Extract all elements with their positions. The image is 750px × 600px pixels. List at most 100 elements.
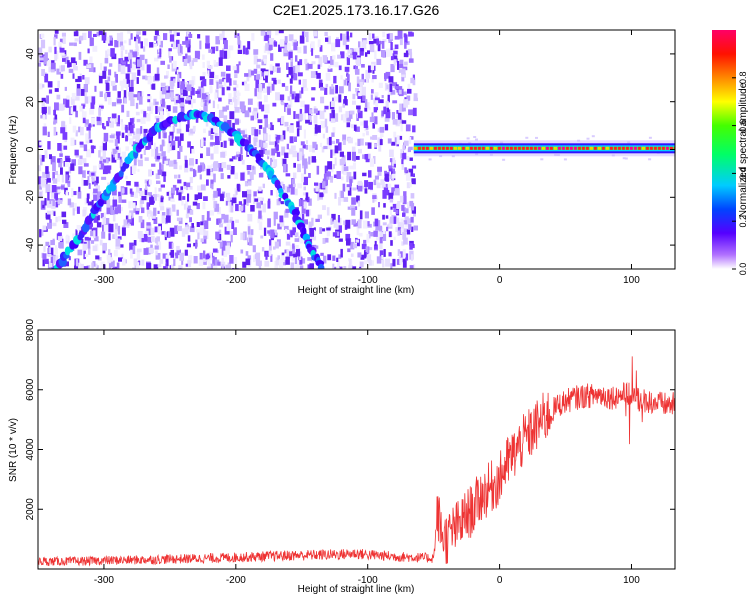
spectrogram-cell <box>357 138 361 146</box>
spectrogram-cell <box>273 80 277 85</box>
snr-x-tick-label: 100 <box>623 575 640 586</box>
spectrogram-cell <box>159 162 162 171</box>
spectrogram-cell <box>105 91 111 98</box>
spectrogram-cell <box>392 119 398 125</box>
spectrogram-cell <box>167 64 170 69</box>
spectrogram-cell <box>262 183 265 189</box>
spectrogram-cell <box>289 99 293 108</box>
spectrogram-cell <box>140 117 146 124</box>
spectrogram-cell <box>111 102 117 107</box>
spectrogram-cell <box>332 55 336 60</box>
spectrogram-cell <box>154 73 160 81</box>
spectrogram-cell <box>326 171 331 177</box>
spectrogram-cell <box>154 226 158 233</box>
spectrogram-cell <box>108 260 112 269</box>
spectrogram-cell <box>176 128 182 134</box>
spectrogram-cell <box>393 131 397 138</box>
spectrogram-cell <box>394 184 400 191</box>
spectrogram-cell <box>364 260 368 265</box>
spectrogram-cell <box>223 140 227 148</box>
spectrogram-cell <box>356 226 360 236</box>
spectrogram-cell <box>286 62 289 70</box>
spectrogram-cell <box>386 226 389 232</box>
spectrogram-cell <box>98 163 101 168</box>
spectrogram-cell <box>398 228 403 235</box>
spectrogram-cell <box>370 232 376 237</box>
spectrogram-cell <box>305 36 309 43</box>
spectrogram-cell <box>267 200 271 209</box>
snr-y-tick-label: 6000 <box>25 378 36 401</box>
spectrogram-cell <box>246 76 250 82</box>
spectrogram-cell <box>195 117 199 123</box>
spectrogram-cell <box>302 192 307 196</box>
spectrogram-cell <box>413 264 416 269</box>
spectrogram-cell <box>364 99 368 108</box>
spectrogram-cell <box>294 257 297 264</box>
spectrogram-cell <box>157 169 163 175</box>
spectrogram-cell <box>402 152 407 160</box>
spectrogram-cell <box>216 81 219 89</box>
spectrogram-cell <box>242 261 247 268</box>
spectrogram-cell <box>40 39 46 49</box>
spectrogram-cell <box>135 133 140 143</box>
spectrogram-cell <box>79 155 83 160</box>
spectrogram-cell <box>207 94 210 101</box>
spectrogram-cell <box>365 246 369 253</box>
spectrogram-cell <box>82 117 86 124</box>
spectrogram-cell <box>235 203 239 212</box>
spectrogram-cell <box>108 249 111 255</box>
spectrogram-cell <box>135 45 139 52</box>
spectrogram-cell <box>47 106 51 115</box>
spectrogram-cell <box>286 143 289 150</box>
spectrogram-cell <box>319 227 323 234</box>
spectrogram-cell <box>398 69 404 73</box>
spectrogram-cell <box>83 180 88 186</box>
spectrogram-cell <box>135 111 140 116</box>
spectrogram-cell <box>141 64 145 71</box>
spectrogram-cell <box>179 252 184 261</box>
spectrogram-cell <box>115 245 121 250</box>
spectrogram-cell <box>211 46 215 54</box>
spectrogram-cell <box>108 223 114 233</box>
spectrogram-cell <box>68 166 72 174</box>
spectrogram-cell <box>291 254 295 262</box>
spectrogram-cell <box>302 158 308 166</box>
spectrogram-cell <box>206 211 210 220</box>
spectrogram-cell <box>90 230 95 237</box>
spectrogram-cell <box>117 204 121 214</box>
carrier-core <box>429 146 433 150</box>
spectrogram-cell <box>379 237 383 244</box>
spectrogram-cell <box>396 203 401 210</box>
spectrogram-cell <box>50 156 56 165</box>
spectrogram-cell <box>372 195 377 199</box>
spectrogram-cell <box>115 74 118 83</box>
spectrogram-cell <box>52 222 57 227</box>
spectrogram-cell <box>92 245 97 252</box>
spectrogram-cell <box>305 145 309 150</box>
spectrogram-cell <box>91 177 95 182</box>
spectrogram-cell <box>365 52 368 57</box>
spectrogram-cell <box>96 222 102 228</box>
spectrogram-cell <box>157 193 160 198</box>
spectrogram-cell <box>170 249 174 258</box>
spectrogram-cell <box>131 165 137 172</box>
spectrogram-cell <box>60 73 64 79</box>
spectrogram-cell <box>306 140 308 145</box>
spectrogram-cell <box>42 114 46 120</box>
spectrogram-cell <box>178 174 181 179</box>
spectrogram-cell <box>132 267 137 269</box>
spectrogram-cell <box>403 99 408 108</box>
spectrogram-cell <box>112 266 118 269</box>
spectrogram-cell <box>134 181 139 187</box>
spectrogram-cell <box>391 112 395 120</box>
spectrogram-cell <box>151 235 155 242</box>
spectrogram-cell <box>263 142 268 148</box>
spectrogram-cell <box>257 197 263 202</box>
spectrogram-cell <box>53 37 56 46</box>
spectrogram-cell <box>218 79 223 85</box>
spectrogram-cell <box>411 165 417 169</box>
spectrogram-cell <box>76 206 80 214</box>
spectrogram-cell <box>251 33 255 41</box>
spectrogram-cell <box>302 214 305 220</box>
spectrogram-cell <box>103 157 107 163</box>
